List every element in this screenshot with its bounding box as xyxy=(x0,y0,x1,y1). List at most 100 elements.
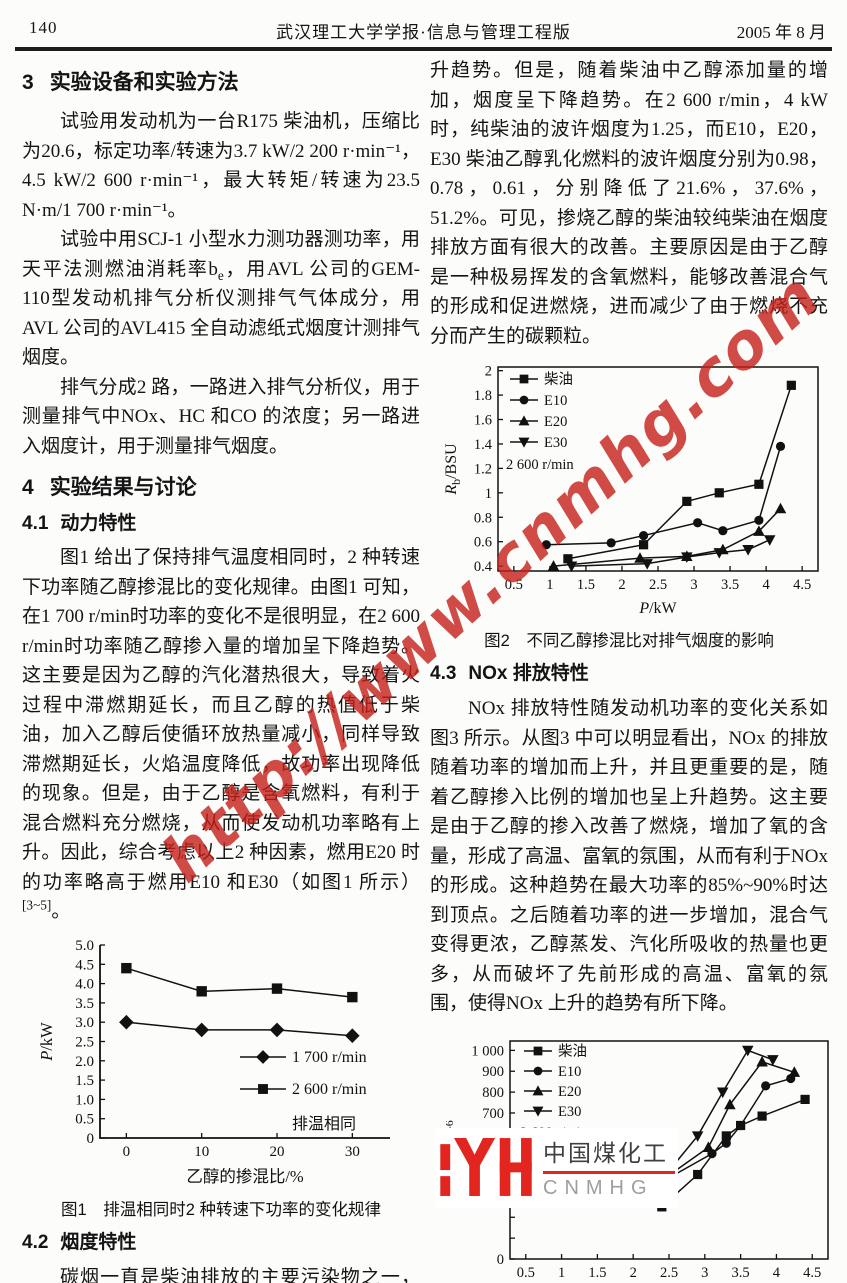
svg-text:1.5: 1.5 xyxy=(588,1265,606,1281)
section-title: 动力特性 xyxy=(60,512,137,534)
svg-text:4.0: 4.0 xyxy=(75,976,94,992)
svg-text:1.4: 1.4 xyxy=(474,437,493,453)
paragraph-power-analysis: 图1 给出了保持排气温度相同时，2 种转速下功率随乙醇掺混比的变化规律。由图1 … xyxy=(22,543,420,927)
paragraph-text: 。 xyxy=(51,901,71,923)
svg-text:1.6: 1.6 xyxy=(474,413,492,429)
svg-text:0: 0 xyxy=(87,1131,95,1147)
section-4-2-heading: 4.2 烟度特性 xyxy=(22,1232,420,1255)
figure-1: 0 10 20 30 0 0.5 1.0 1.5 2.0 2.5 3.0 3.5 4.0 4.5 5.0 乙醇… xyxy=(22,935,420,1221)
svg-text:2.5: 2.5 xyxy=(75,1034,94,1050)
figure-2-caption: 图2 不同乙醇掺混比对排气烟度的影响 xyxy=(484,632,774,650)
section-title: 实验设备和实验方法 xyxy=(49,71,239,94)
section-number: 3 xyxy=(22,71,34,94)
svg-text:E30: E30 xyxy=(544,435,567,451)
svg-text:3.5: 3.5 xyxy=(75,996,94,1012)
svg-text:排温相同: 排温相同 xyxy=(292,1115,356,1133)
header-rule xyxy=(15,47,832,51)
svg-text:E20: E20 xyxy=(544,414,567,430)
svg-text:2 600 r/min: 2 600 r/min xyxy=(506,457,574,473)
svg-text:0.5: 0.5 xyxy=(505,577,523,593)
page-header: 140 武汉理工大学学报·信息与管理工程版 2005 年 8 月 xyxy=(15,16,832,42)
svg-text:0.5: 0.5 xyxy=(517,1265,535,1281)
svg-text:Rb/BSU: Rb/BSU xyxy=(443,443,463,496)
figure-1-caption: 图1 排温相同时2 种转速下功率的变化规律 xyxy=(61,1200,381,1219)
svg-text:3.5: 3.5 xyxy=(721,577,739,593)
section-3-heading: 3 实验设备和实验方法 xyxy=(22,70,420,96)
logo-cn-text: 中国煤化工 xyxy=(543,1140,668,1166)
svg-text:3: 3 xyxy=(690,577,697,593)
figure-1-chart: 0 10 20 30 0 0.5 1.0 1.5 2.0 2.5 3.0 3.5 4.0 4.5 5.0 乙醇… xyxy=(37,938,390,1186)
svg-text:4.5: 4.5 xyxy=(793,577,811,593)
section-4-3-heading: 4.3 NOx 排放特性 xyxy=(430,663,828,686)
svg-text:1: 1 xyxy=(485,486,492,502)
svg-text:1: 1 xyxy=(558,1265,565,1281)
svg-text:柴油: 柴油 xyxy=(544,371,573,388)
svg-text:1 000: 1 000 xyxy=(471,1043,504,1059)
svg-text:E20: E20 xyxy=(558,1084,581,1100)
svg-text:30: 30 xyxy=(345,1144,360,1160)
logo-text-block: 中国煤化工 CNMHG xyxy=(543,1134,675,1200)
svg-text:20: 20 xyxy=(270,1144,285,1160)
svg-text:P/kW: P/kW xyxy=(638,600,677,617)
svg-text:4: 4 xyxy=(762,577,770,593)
section-number: 4.1 xyxy=(22,512,49,534)
svg-text:0.5: 0.5 xyxy=(75,1111,94,1127)
svg-text:3.0: 3.0 xyxy=(75,1015,94,1031)
svg-text:2: 2 xyxy=(630,1265,637,1281)
svg-text:E30: E30 xyxy=(558,1104,581,1120)
right-column: 升趋势。但是，随着柴油中乙醇添加量的增加，烟度呈下降趋势。在2 600 r/mi… xyxy=(430,56,829,1283)
issue-date: 2005 年 8 月 xyxy=(736,23,826,42)
svg-text:1 700 r/min: 1 700 r/min xyxy=(292,1049,367,1066)
svg-text:1.8: 1.8 xyxy=(474,388,492,404)
svg-text:5.0: 5.0 xyxy=(75,938,94,954)
left-column: 3 实验设备和实验方法 试验用发动机为一台R175 柴油机，压缩比为20.6，标定… xyxy=(22,56,420,1283)
svg-text:1.5: 1.5 xyxy=(75,1073,94,1089)
section-4-heading: 4 实验结果与讨论 xyxy=(22,475,420,501)
journal-title: 武汉理工大学学报·信息与管理工程版 xyxy=(276,23,571,42)
svg-text:4.5: 4.5 xyxy=(75,957,94,973)
cnmhg-logo: 中国煤化工 CNMHG xyxy=(436,1128,678,1208)
section-title: 烟度特性 xyxy=(60,1232,137,1254)
svg-text:2.0: 2.0 xyxy=(75,1054,94,1070)
svg-text:700: 700 xyxy=(482,1106,504,1122)
svg-text:柴油: 柴油 xyxy=(558,1043,587,1060)
svg-text:2: 2 xyxy=(618,577,625,593)
svg-text:乙醇的掺混比/%: 乙醇的掺混比/% xyxy=(186,1167,304,1186)
logo-underline xyxy=(543,1171,675,1174)
section-4-1-heading: 4.1 动力特性 xyxy=(22,513,420,536)
svg-text:2.5: 2.5 xyxy=(660,1265,678,1281)
section-number: 4 xyxy=(22,476,34,500)
svg-text:4.5: 4.5 xyxy=(803,1265,821,1281)
section-number: 4.2 xyxy=(22,1232,49,1254)
svg-text:1.0: 1.0 xyxy=(75,1092,94,1108)
section-title: NOx 排放特性 xyxy=(468,663,589,685)
svg-text:E10: E10 xyxy=(558,1064,581,1080)
paragraph-engine-specs: 试验用发动机为一台R175 柴油机，压缩比为20.6，标定功率/转速为3.7 k… xyxy=(22,111,420,221)
paragraph-exhaust-paths: 排气分成2 路，一路进入排气分析仪，用于测量排气中NOx、HC 和CO 的浓度；… xyxy=(22,376,420,457)
citation-marker: [3~5] xyxy=(22,897,52,913)
svg-text:3.5: 3.5 xyxy=(732,1265,750,1281)
paragraph-text: ，用AVL 公司的GEM-110型发动机排气分析仪测排气气体成分，用AVL 公司… xyxy=(22,258,420,369)
svg-text:P/kW: P/kW xyxy=(37,1022,56,1062)
svg-text:2 600 r/min: 2 600 r/min xyxy=(292,1081,367,1098)
paragraph-text: 图1 给出了保持排气温度相同时，2 种转速下功率随乙醇掺混比的变化规律。由图1 … xyxy=(22,547,420,893)
svg-text:0.4: 0.4 xyxy=(474,559,493,575)
paragraph-smoke-results: 升趋势。但是，随着柴油中乙醇添加量的增加，烟度呈下降趋势。在2 600 r/mi… xyxy=(430,60,828,347)
svg-text:2.5: 2.5 xyxy=(649,577,667,593)
section-title: 实验结果与讨论 xyxy=(49,476,197,500)
svg-text:0.8: 0.8 xyxy=(474,510,492,526)
svg-text:10: 10 xyxy=(194,1144,209,1160)
svg-text:1: 1 xyxy=(546,577,553,593)
svg-text:2: 2 xyxy=(485,364,492,380)
svg-text:3: 3 xyxy=(701,1265,708,1281)
section-number: 4.3 xyxy=(430,663,457,685)
paragraph-instruments: 试验中用SCJ-1 小型水力测功器测功率，用天平法测燃油消耗率be，用AVL 公… xyxy=(22,225,420,373)
svg-text:1.5: 1.5 xyxy=(577,577,595,593)
svg-text:1.2: 1.2 xyxy=(474,461,492,477)
page-number: 140 xyxy=(29,18,58,37)
svg-text:E10: E10 xyxy=(544,393,567,409)
figure-2: 0.5 1 1.5 2 2.5 3 3.5 4 4.5 0.4 0.6 0.8 1 1.2 1.4 1.6 1.… xyxy=(430,359,828,652)
paragraph-nox-analysis: NOx 排放特性随发动机功率的变化关系如图3 所示。从图3 中可以明显看出，NO… xyxy=(430,698,828,1015)
svg-text:4: 4 xyxy=(773,1265,781,1281)
